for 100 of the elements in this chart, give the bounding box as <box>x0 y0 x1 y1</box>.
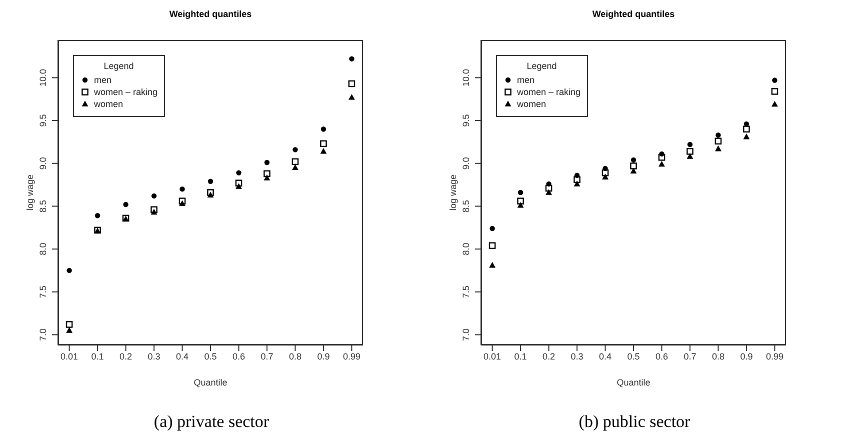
point <box>686 153 694 159</box>
point <box>320 140 327 148</box>
point <box>236 183 242 189</box>
point <box>207 192 214 198</box>
point <box>772 78 778 83</box>
point <box>714 138 722 144</box>
point <box>208 178 214 184</box>
legend-title: Legend <box>526 60 558 72</box>
point <box>488 242 496 250</box>
point <box>518 190 524 196</box>
point <box>490 226 495 232</box>
y-axis-title: log wage <box>448 174 458 211</box>
legend-label: women <box>94 98 124 110</box>
y-tick-label: 9.0 <box>461 157 471 170</box>
x-tick-label: 0.4 <box>599 351 612 362</box>
point <box>292 158 299 166</box>
point <box>66 268 72 274</box>
x-tick-label: 0.9 <box>740 351 753 362</box>
y-tick-label: 8.0 <box>38 242 48 256</box>
point <box>123 202 128 208</box>
point <box>178 198 186 204</box>
y-tick-label: 8.5 <box>461 200 471 212</box>
y-tick-label: 8.0 <box>461 242 471 256</box>
x-tick-label: 0.01 <box>484 351 502 362</box>
y-tick-label: 7.5 <box>461 286 471 298</box>
point <box>349 56 354 62</box>
x-tick-label: 0.1 <box>514 351 527 362</box>
y-tick-label: 9.5 <box>38 114 48 127</box>
x-tick-label: 0.4 <box>176 351 189 362</box>
point <box>630 157 636 163</box>
point <box>686 148 694 155</box>
chart-title: Weighted quantiles <box>591 9 676 19</box>
y-tick-label: 7.0 <box>38 328 48 341</box>
x-axis-title: Quantile <box>194 377 228 388</box>
legend-title: Legend <box>102 60 135 72</box>
y-tick-label: 10.0 <box>461 68 471 86</box>
legend-label: men <box>94 74 113 86</box>
point <box>236 170 242 176</box>
point <box>658 154 666 161</box>
legend-label: men <box>517 74 536 86</box>
point <box>630 168 637 174</box>
x-tick-label: 0.7 <box>684 351 696 362</box>
x-tick-label: 0.9 <box>317 351 330 362</box>
point <box>235 180 242 186</box>
point <box>715 145 722 152</box>
x-tick-label: 0.7 <box>260 351 274 362</box>
x-tick-label: 0.99 <box>342 351 360 362</box>
point <box>517 198 524 204</box>
legend-label: women – raking <box>94 86 158 98</box>
y-tick-label: 10.0 <box>38 68 48 86</box>
point <box>630 162 637 170</box>
point <box>489 262 496 268</box>
point <box>292 147 298 152</box>
point <box>150 206 158 214</box>
legend-label: women <box>517 98 548 110</box>
point <box>772 100 778 107</box>
point <box>66 327 72 333</box>
point <box>716 132 721 138</box>
x-tick-label: 0.5 <box>204 351 217 362</box>
point <box>348 80 356 88</box>
legend-label: women – raking <box>517 86 581 98</box>
point <box>320 148 327 154</box>
point <box>66 321 73 328</box>
point <box>545 184 552 192</box>
point <box>658 160 665 167</box>
y-axis-title: log wage <box>25 174 36 211</box>
x-tick-label: 0.6 <box>232 351 245 362</box>
point <box>94 213 100 218</box>
point <box>687 142 693 148</box>
point <box>771 88 778 95</box>
text: (a) private sector <box>152 412 270 432</box>
x-tick-label: 0.6 <box>655 351 668 362</box>
x-tick-label: 0.3 <box>148 351 160 362</box>
x-tick-label: 0.99 <box>766 351 784 362</box>
x-tick-label: 0.2 <box>120 351 132 362</box>
point <box>151 193 157 199</box>
x-tick-label: 0.3 <box>570 351 584 362</box>
point <box>320 126 326 132</box>
x-tick-label: 0.1 <box>91 351 104 362</box>
point <box>179 200 186 206</box>
x-tick-label: 0.5 <box>627 351 640 362</box>
point <box>574 176 580 184</box>
point <box>264 174 270 180</box>
x-tick-label: 0.01 <box>60 351 78 362</box>
chart-title: Weighted quantiles <box>168 9 253 19</box>
point <box>743 126 750 132</box>
point <box>264 160 270 166</box>
point <box>264 170 270 178</box>
point <box>207 189 214 196</box>
x-tick-label: 0.8 <box>712 351 724 362</box>
x-tick-label: 0.8 <box>288 351 302 362</box>
point <box>150 208 158 215</box>
y-tick-label: 9.0 <box>38 157 48 170</box>
point <box>602 169 609 176</box>
point <box>546 189 552 195</box>
x-tick-label: 0.2 <box>542 351 556 362</box>
y-tick-label: 7.0 <box>461 328 471 341</box>
text: (b) public sector <box>578 412 692 432</box>
x-axis-title: Quantile <box>616 377 650 388</box>
point <box>348 94 355 100</box>
